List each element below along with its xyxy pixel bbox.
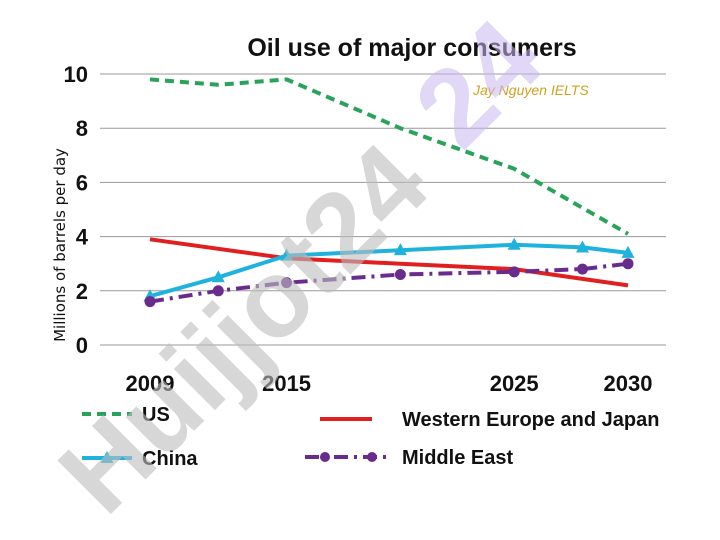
watermark-text-violet: 24 — [392, 0, 565, 170]
series-middle_east — [144, 258, 634, 308]
data-point-china — [280, 248, 294, 261]
legend-item-us: US — [82, 404, 170, 426]
data-point-china — [621, 245, 635, 258]
legend: US Western Europe and Japan China Middle Ea… — [82, 404, 659, 470]
data-point-china — [575, 240, 589, 253]
series-us — [149, 77, 629, 236]
y-tick-label: 10 — [64, 62, 88, 87]
data-point-middle_east — [622, 258, 634, 270]
y-tick-label: 8 — [76, 116, 88, 141]
data-point-middle_east — [144, 296, 156, 308]
legend-item-middle_east: Middle East — [305, 447, 513, 469]
data-point-middle_east — [281, 277, 293, 289]
chart-title: Oil use of major consumers — [247, 34, 576, 62]
legend-label-middle_east: Middle East — [402, 447, 513, 469]
legend-item-china: China — [82, 448, 198, 470]
y-tick-label: 2 — [76, 279, 88, 304]
y-tick-label: 0 — [76, 333, 88, 358]
series-line-us — [149, 77, 629, 236]
series-weu — [149, 237, 629, 288]
data-point-middle_east — [394, 269, 406, 281]
axis-labels: 0 2 4 6 8 10 2009 2015 2025 2030 — [64, 62, 653, 396]
y-tick-label: 4 — [76, 225, 89, 250]
data-point-middle_east — [508, 266, 520, 278]
y-axis-label: Millions of barrels per day — [51, 148, 69, 342]
x-tick-label: 2025 — [490, 371, 539, 396]
legend-item-weu: Western Europe and Japan — [320, 409, 659, 431]
data-point-china — [393, 243, 407, 256]
data-point-china — [211, 270, 225, 283]
x-tick-label: 2009 — [126, 371, 175, 396]
legend-marker-china — [100, 451, 114, 463]
credit-watermark: Jay Nguyen IELTS — [472, 82, 589, 98]
watermark-text-gray: Huijjot24 — [36, 121, 451, 536]
x-tick-label: 2015 — [262, 371, 311, 396]
legend-marker-middle_east — [320, 452, 330, 462]
data-point-middle_east — [576, 263, 588, 275]
legend-label-us: US — [142, 404, 170, 426]
data-series — [143, 77, 635, 308]
data-point-china — [507, 237, 521, 250]
series-line-weu — [149, 237, 629, 288]
legend-label-china: China — [142, 448, 198, 470]
legend-label-weu: Western Europe and Japan — [402, 409, 659, 431]
y-tick-label: 6 — [76, 170, 88, 195]
x-tick-label: 2030 — [604, 371, 653, 396]
series-china — [143, 237, 635, 302]
grid-lines — [100, 73, 666, 346]
legend-marker-middle_east — [367, 452, 377, 462]
data-point-middle_east — [212, 285, 224, 297]
